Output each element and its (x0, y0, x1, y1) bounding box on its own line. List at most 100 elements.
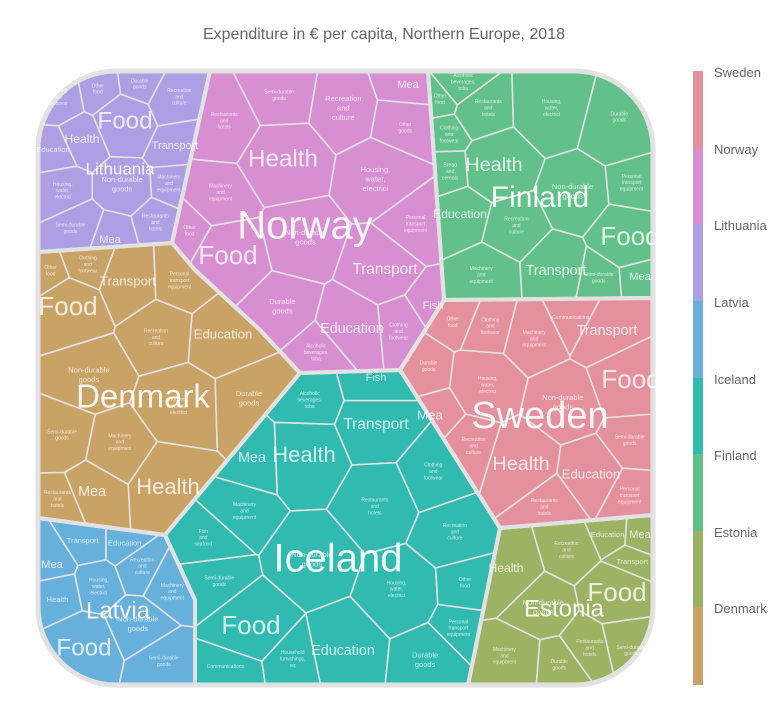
svg-text:footwear: footwear (440, 138, 460, 144)
cell-sweden-semi-durable-goods[interactable] (595, 413, 653, 472)
cell-estonia-restaurants-and-hotels[interactable] (558, 609, 617, 685)
svg-text:toba: toba (311, 356, 321, 362)
legend-label-latvia[interactable]: Latvia (714, 295, 749, 310)
legend-label-norway[interactable]: Norway (714, 142, 759, 157)
svg-text:Other: Other (459, 577, 472, 583)
chart-title: Expenditure in € per capita, Northern Eu… (202, 26, 565, 43)
svg-text:Health: Health (248, 145, 318, 172)
svg-text:Transport: Transport (152, 140, 199, 152)
cell-finland-personal-transport-equipment[interactable] (604, 151, 653, 213)
svg-text:culture: culture (447, 536, 462, 542)
svg-text:and: and (168, 589, 177, 595)
svg-text:and: and (512, 223, 521, 229)
cell-iceland-household-furnishings-eq[interactable] (261, 612, 322, 685)
svg-text:and: and (451, 529, 460, 535)
svg-text:and: and (540, 504, 549, 510)
svg-text:electrici: electrici (479, 389, 496, 395)
cell-label-sweden-communications: Communications (552, 315, 590, 321)
svg-text:food: food (448, 323, 458, 329)
legend-swatch-latvia (693, 300, 703, 378)
svg-text:goods: goods (552, 666, 566, 672)
svg-text:goods: goods (415, 660, 436, 669)
svg-text:Food: Food (97, 107, 152, 134)
group-label-norway: Norway (237, 204, 373, 248)
svg-text:Non-durable: Non-durable (552, 182, 593, 191)
legend-swatch-finland (693, 454, 703, 532)
cell-lithuania-recreation-and-culture[interactable] (147, 71, 211, 127)
svg-text:Machinery: Machinery (209, 184, 233, 190)
cell-norway-semi-durable-goods[interactable] (231, 71, 319, 127)
svg-text:Education: Education (194, 326, 253, 341)
svg-text:Recreation: Recreation (167, 88, 191, 94)
cell-latvia-housing-water-electrici[interactable] (73, 559, 127, 616)
svg-text:Mea: Mea (99, 234, 121, 246)
svg-text:toba: toba (305, 404, 315, 410)
svg-text:Recreation: Recreation (130, 557, 154, 563)
svg-text:and: and (165, 181, 174, 187)
svg-text:and: and (445, 132, 454, 138)
cell-label-iceland-housing-water-electrici: Housing,water,electrici (387, 580, 407, 599)
legend-label-iceland[interactable]: Iceland (714, 372, 756, 387)
legend-label-sweden[interactable]: Sweden (714, 65, 761, 80)
svg-text:Machinery: Machinery (233, 502, 257, 508)
svg-text:Education: Education (108, 539, 141, 548)
svg-text:hotels: hotels (368, 511, 382, 517)
legend-label-denmark[interactable]: Denmark (714, 601, 767, 616)
svg-text:Non-durable: Non-durable (291, 550, 332, 559)
svg-text:Health: Health (47, 595, 69, 604)
cell-label-denmark-health: Health (136, 474, 200, 499)
svg-text:Clothing: Clothing (49, 88, 68, 94)
svg-text:equipment: equipment (618, 499, 642, 505)
cell-finland-restaurants-and-hotels[interactable] (453, 71, 515, 142)
cell-label-iceland-communications: Communications (207, 664, 245, 670)
svg-text:equipment: equipment (493, 660, 517, 666)
svg-text:Personal: Personal (170, 272, 190, 278)
svg-text:Restaurants: Restaurants (361, 498, 388, 504)
svg-text:goods: goods (272, 96, 286, 102)
svg-text:and: and (484, 105, 493, 111)
svg-text:Household: Household (281, 650, 305, 656)
legend-label-estonia[interactable]: Estonia (714, 525, 758, 540)
legend-label-lithuania[interactable]: Lithuania (714, 218, 767, 233)
svg-text:Machinery: Machinery (470, 266, 494, 272)
svg-text:Education: Education (433, 207, 487, 221)
svg-text:water,: water, (364, 174, 385, 183)
cell-label-denmark-transport: Transport (100, 273, 156, 288)
treemap-outline (35, 68, 656, 688)
cell-label-norway-mea: Mea (397, 79, 419, 91)
svg-text:beverages,: beverages, (451, 80, 476, 86)
legend-label-finland[interactable]: Finland (714, 448, 757, 463)
svg-text:Finland: Finland (491, 181, 589, 214)
cell-label-estonia-health: Health (489, 561, 524, 575)
svg-text:Personal: Personal (622, 174, 642, 180)
svg-text:Housing,: Housing, (89, 578, 109, 584)
svg-text:Semi-durable: Semi-durable (47, 429, 77, 435)
svg-text:Mea: Mea (629, 271, 651, 283)
cell-label-norway-health: Health (248, 145, 318, 172)
svg-text:and: and (477, 273, 486, 279)
svg-text:transport: transport (620, 493, 640, 499)
svg-text:seafood: seafood (194, 542, 212, 548)
svg-text:culture: culture (509, 229, 524, 235)
svg-text:and: and (586, 646, 595, 652)
svg-text:food: food (185, 232, 195, 238)
